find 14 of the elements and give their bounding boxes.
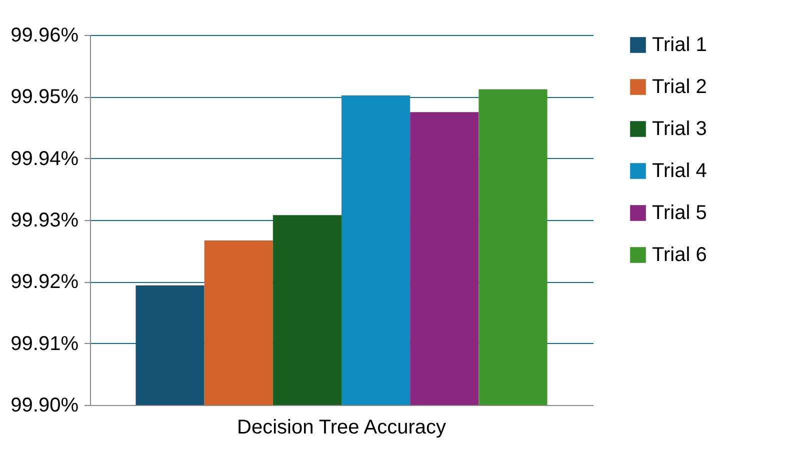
legend-label: Trial 1 — [652, 34, 707, 56]
y-tick-label: 99.91% — [10, 332, 79, 355]
legend-label: Trial 6 — [652, 244, 707, 266]
y-tick-label: 99.94% — [10, 148, 79, 170]
y-tick-label: 99.92% — [10, 271, 79, 294]
legend-label: Trial 2 — [652, 76, 707, 98]
legend-label: Trial 4 — [652, 160, 707, 182]
legend-label: Trial 3 — [652, 118, 707, 140]
y-tick-label: 99.96% — [10, 24, 79, 46]
y-tick-label: 99.95% — [10, 86, 79, 108]
x-tick-label: Decision Tree Accuracy — [237, 416, 446, 438]
y-tick-label: 99.90% — [10, 394, 79, 416]
y-tick-label: 99.93% — [10, 210, 79, 232]
legend-label: Trial 5 — [652, 202, 707, 224]
